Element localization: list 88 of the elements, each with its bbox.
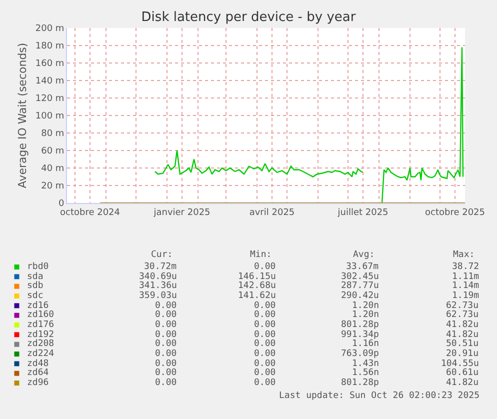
text: 0.00 xyxy=(254,378,276,388)
text: 0.00 xyxy=(155,301,177,311)
text: 33.67m xyxy=(346,262,379,272)
text: 0.00 xyxy=(254,368,276,378)
text: Min: xyxy=(250,250,272,260)
text: 1.43n xyxy=(352,359,380,369)
legend-label: sdb xyxy=(27,281,44,291)
y-tick-label: 100 m xyxy=(35,112,64,122)
legend-label: zd176 xyxy=(27,320,54,330)
text: 38.72 xyxy=(452,262,480,272)
text: 0.00 xyxy=(155,368,177,378)
text: 1.56n xyxy=(352,368,380,378)
text: 0.00 xyxy=(155,310,177,320)
text: Avg: xyxy=(353,250,375,260)
text: 0.00 xyxy=(155,349,177,359)
text: 0.00 xyxy=(155,320,177,330)
text: 0.00 xyxy=(254,349,276,359)
y-tick-label: 0 xyxy=(58,199,64,210)
legend-label: sda xyxy=(27,272,44,282)
text: 1.19m xyxy=(452,291,480,301)
y-tick-label: 160 m xyxy=(35,59,64,70)
text: 41.82u xyxy=(446,320,479,330)
text: 50.51u xyxy=(446,339,479,349)
legend-label: rbd0 xyxy=(27,262,49,272)
y-tick-label: 20 m xyxy=(41,182,64,192)
text: 1.20n xyxy=(352,310,380,320)
x-tick-label: janvier 2025 xyxy=(152,208,210,218)
legend-label: zd48 xyxy=(27,359,49,369)
y-axis-title: Average IO Wait (seconds) xyxy=(16,42,30,188)
text: 0.00 xyxy=(254,339,276,349)
text: 0.00 xyxy=(155,339,177,349)
text: 0.00 xyxy=(254,301,276,311)
text: 141.62u xyxy=(238,291,276,301)
text: 41.82u xyxy=(446,378,479,388)
text: 290.42u xyxy=(341,291,379,301)
legend-label: sdc xyxy=(27,291,44,301)
text: 801.28p xyxy=(341,320,379,330)
text: 62.73u xyxy=(446,310,479,320)
text: 60.61u xyxy=(446,368,479,378)
y-tick-label: 180 m xyxy=(35,42,64,52)
legend-label: zd16 xyxy=(27,301,49,311)
legend-label: zd96 xyxy=(27,378,49,388)
text: Max: xyxy=(453,250,475,260)
text: 30.72m xyxy=(144,262,177,272)
text: 0.00 xyxy=(254,310,276,320)
legend-label: zd224 xyxy=(27,349,54,359)
text: 0.00 xyxy=(254,262,276,272)
text: Cur: xyxy=(151,250,173,260)
text: 1.16n xyxy=(352,339,380,349)
text: 0.00 xyxy=(155,330,177,340)
legend-label: zd160 xyxy=(27,310,54,320)
x-tick-label: juillet 2025 xyxy=(336,208,388,218)
text: 1.11m xyxy=(452,272,480,282)
text: 0.00 xyxy=(254,320,276,330)
text: 991.34p xyxy=(341,330,379,340)
text: 763.09p xyxy=(341,349,379,359)
legend-label: zd192 xyxy=(27,330,54,340)
text: 20.91u xyxy=(446,349,479,359)
text: 287.77u xyxy=(341,281,379,291)
text: 340.69u xyxy=(139,272,177,282)
text: 1.14m xyxy=(452,281,480,291)
legend-label: zd208 xyxy=(27,339,54,349)
text: 0.00 xyxy=(254,359,276,369)
text: 341.36u xyxy=(139,281,177,291)
text: 41.82u xyxy=(446,330,479,340)
text: 0.00 xyxy=(155,359,177,369)
y-tick-label: 120 m xyxy=(35,94,64,104)
text: 62.73u xyxy=(446,301,479,311)
text: 1.20n xyxy=(352,301,380,311)
text: 146.15u xyxy=(238,272,276,282)
text: 302.45u xyxy=(341,272,379,282)
text: 801.28p xyxy=(341,378,379,388)
y-tick-label: 200 m xyxy=(35,24,64,34)
text: 0.00 xyxy=(155,378,177,388)
y-tick-label: 60 m xyxy=(41,146,64,157)
chart-title: Disk latency per device - by year xyxy=(141,10,356,26)
y-tick-label: 80 m xyxy=(41,129,64,140)
x-tick-label: octobre 2025 xyxy=(424,208,486,218)
y-tick-label: 40 m xyxy=(41,164,64,174)
text: 0.00 xyxy=(254,330,276,340)
x-tick-label: octobre 2024 xyxy=(60,208,120,218)
text: 104.55u xyxy=(441,359,479,369)
y-tick-label: 140 m xyxy=(35,76,64,87)
legend-label: zd64 xyxy=(27,368,49,378)
text: 142.68u xyxy=(238,281,276,291)
x-tick-label: avril 2025 xyxy=(249,208,295,218)
text: Last update: Sun Oct 26 02:00:23 2025 xyxy=(279,391,480,401)
text: 359.03u xyxy=(139,291,177,301)
